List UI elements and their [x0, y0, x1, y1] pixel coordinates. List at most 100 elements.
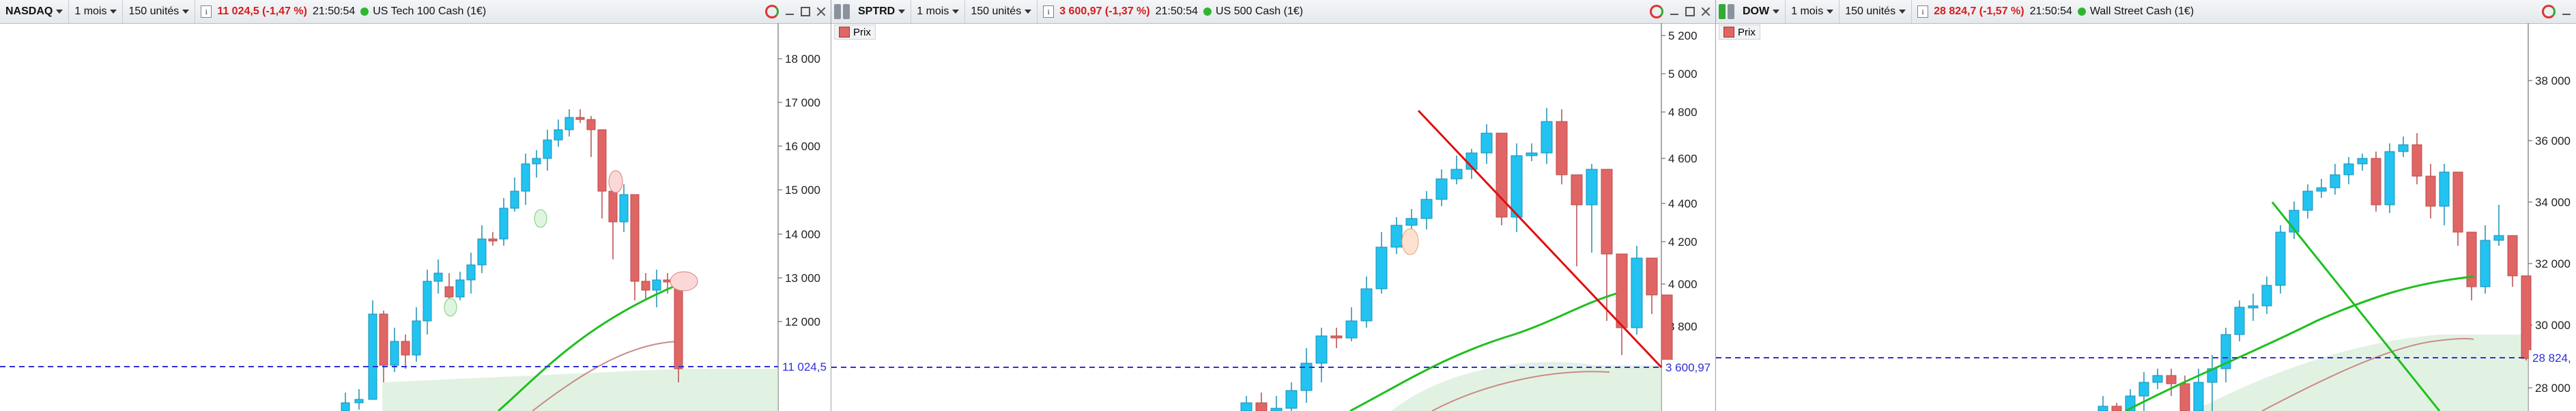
- chart-pane-nasdaq[interactable]: NASDAQ 1 mois 150 unités i 11 024,5 (-1,…: [0, 0, 831, 411]
- candlestick-chart[interactable]: 18 000 17 000 16 000 15 000 14 000 13 000 12 0…: [0, 0, 831, 411]
- handle-icon[interactable]: [834, 4, 841, 19]
- candle-down: [1571, 174, 1583, 206]
- candle-up: [652, 279, 661, 291]
- candle-up: [2316, 187, 2327, 192]
- sync-icon[interactable]: [1650, 5, 1663, 18]
- volume-area: [1391, 362, 1661, 411]
- candlestick-chart[interactable]: 5 200 5 000 4 800 4 600 4 400 4 200 4 000 3 800…: [831, 0, 1716, 411]
- candle-up: [2357, 158, 2368, 165]
- minimize-icon[interactable]: [784, 6, 795, 17]
- candle-up: [2302, 190, 2313, 211]
- instrument-name: US 500 Cash (1€): [1216, 5, 1304, 17]
- candle-up: [2343, 163, 2354, 175]
- series-legend[interactable]: Prix: [834, 25, 876, 40]
- candle-up: [423, 281, 432, 322]
- symbol-selector[interactable]: NASDAQ: [0, 0, 70, 23]
- candle-up: [477, 238, 487, 266]
- chart-pane-dow[interactable]: DOW 1 mois 150 unités i 28 824,7 (-1,57 …: [1716, 0, 2576, 411]
- y-tick-label: 4 000: [1668, 278, 1698, 291]
- chevron-down-icon: [56, 10, 63, 14]
- candle-up: [390, 341, 399, 366]
- candle-up: [2439, 171, 2450, 207]
- chevron-down-icon: [952, 10, 960, 14]
- candle-down: [575, 117, 585, 120]
- candle-down: [2507, 235, 2518, 277]
- status-dot-icon: [2077, 8, 2086, 16]
- candle-down: [597, 129, 607, 192]
- price-tag: [1662, 360, 1715, 375]
- candle-up: [1300, 363, 1313, 391]
- annotation-ellipse[interactable]: [670, 271, 698, 292]
- info-icon[interactable]: i: [1917, 5, 1929, 18]
- candle-up: [2398, 144, 2409, 152]
- annotation-ellipse[interactable]: [1401, 228, 1419, 255]
- candle-down: [2179, 383, 2190, 411]
- pane-icons: [1716, 0, 1737, 23]
- instrument-name: US Tech 100 Cash (1€): [373, 5, 487, 17]
- annotation-ellipse[interactable]: [444, 298, 457, 317]
- minimize-icon[interactable]: [2561, 6, 2572, 17]
- series-legend[interactable]: Prix: [1719, 25, 1760, 40]
- candle-up: [2384, 151, 2395, 206]
- candle-up: [521, 163, 530, 192]
- price-tag-label: 3 600,97: [1665, 361, 1711, 374]
- minimize-icon[interactable]: [1669, 6, 1680, 17]
- annotation-ellipse[interactable]: [608, 170, 623, 193]
- info-icon[interactable]: i: [201, 5, 212, 18]
- symbol-selector[interactable]: DOW: [1737, 0, 1786, 23]
- annotation-ellipse[interactable]: [534, 209, 547, 228]
- price-tag: [779, 359, 831, 374]
- candle-down: [1495, 132, 1508, 218]
- candle-down: [630, 194, 640, 282]
- symbol-selector[interactable]: SPTRD: [853, 0, 912, 23]
- units-selector[interactable]: 150 unités: [123, 0, 196, 23]
- chevron-down-icon: [1827, 10, 1834, 14]
- candle-up: [1390, 225, 1403, 248]
- period-selector[interactable]: 1 mois: [1786, 0, 1840, 23]
- candle-up: [1285, 390, 1298, 409]
- period-selector[interactable]: 1 mois: [911, 0, 966, 23]
- period-selector[interactable]: 1 mois: [69, 0, 124, 23]
- chevron-down-icon: [182, 10, 190, 14]
- y-tick-label: 4 400: [1668, 197, 1698, 210]
- maximize-icon[interactable]: [801, 7, 810, 16]
- units-selector[interactable]: 150 unités: [1840, 0, 1913, 23]
- chevron-down-icon: [1025, 10, 1032, 14]
- quote-info: i 11 024,5 (-1,47 %) 21:50:54 US Tech 10…: [195, 0, 491, 23]
- candle-up: [1480, 132, 1493, 154]
- candles: [341, 109, 683, 411]
- candle-up: [455, 279, 465, 298]
- sync-icon[interactable]: [2542, 5, 2556, 18]
- chevron-down-icon: [898, 10, 906, 14]
- candle-up: [1435, 178, 1448, 200]
- slow-ma-line: [2261, 338, 2474, 411]
- candle-up: [341, 402, 350, 411]
- pane-icons: [831, 0, 853, 23]
- quote-info: i 3 600,97 (-1,37 %) 21:50:54 US 500 Cas…: [1037, 0, 1308, 23]
- candle-up: [412, 320, 421, 356]
- candle-down: [379, 313, 388, 366]
- price-change: 28 824,7 (-1,57 %): [1934, 5, 2024, 17]
- maximize-icon[interactable]: [1685, 7, 1695, 16]
- candle-up: [1586, 169, 1598, 206]
- sync-icon[interactable]: [765, 5, 779, 18]
- candle-down: [1556, 121, 1568, 175]
- info-icon[interactable]: i: [1043, 5, 1055, 18]
- window-controls: [1650, 0, 1711, 23]
- candlestick-chart[interactable]: 38 000 36 000 34 000 32 000 30 000 28 000 28 …: [1716, 0, 2576, 411]
- units-selector[interactable]: 150 unités: [965, 0, 1038, 23]
- quote-time: 21:50:54: [312, 5, 356, 17]
- candle-down: [1616, 253, 1628, 328]
- chart-pane-sptrd[interactable]: SPTRD 1 mois 150 unités i 3 600,97 (-1,3…: [831, 0, 1716, 411]
- price-tag-label: 28 824,: [2532, 352, 2571, 365]
- slow-ma-line: [532, 341, 683, 411]
- trend-line[interactable]: [2271, 201, 2441, 411]
- series-swatch: [1723, 27, 1734, 38]
- handle-icon[interactable]: [843, 4, 850, 19]
- candle-up: [1631, 257, 1643, 328]
- handle-icon[interactable]: [1719, 4, 1726, 19]
- candle-down: [1255, 402, 1268, 411]
- trend-line[interactable]: [1417, 109, 1663, 369]
- status-dot-icon: [360, 8, 369, 16]
- handle-icon[interactable]: [1728, 4, 1734, 19]
